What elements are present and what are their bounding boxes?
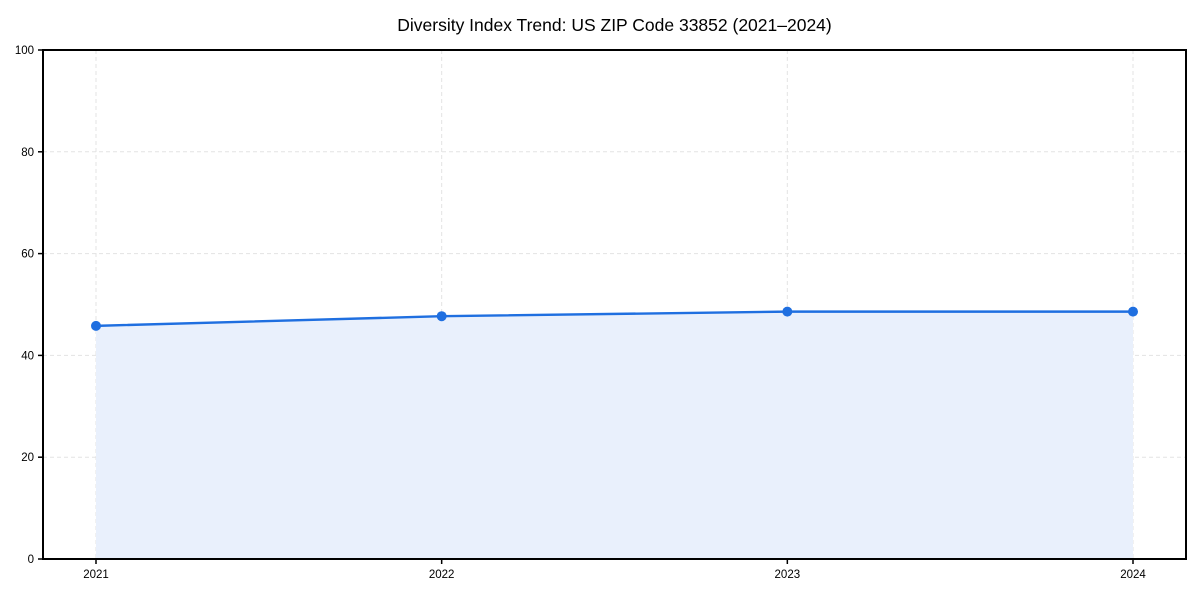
y-tick-label: 100 <box>15 45 34 57</box>
data-point-marker <box>436 311 447 322</box>
axes-group <box>38 49 1187 564</box>
data-point-marker <box>1128 306 1138 317</box>
y-tick-label: 60 <box>21 249 34 261</box>
area-fill <box>96 311 1133 559</box>
x-tick-label: 2024 <box>1120 569 1146 581</box>
tick-labels-group: 2021 2022 2023 2024 0 20 40 60 80 100 <box>15 45 1147 581</box>
x-tick-label: 2021 <box>83 569 109 581</box>
line-group <box>94 310 1135 328</box>
plot-frame <box>42 49 1187 560</box>
y-tick-label: 20 <box>21 452 34 464</box>
y-tick-label: 40 <box>21 350 34 362</box>
data-point-marker <box>91 320 101 331</box>
data-point-marker <box>782 306 793 317</box>
y-tick-label: 80 <box>21 147 34 159</box>
markers-group <box>91 306 1138 331</box>
area-group <box>96 311 1133 559</box>
chart-title: Diversity Index Trend: US ZIP Code 33852… <box>397 15 832 35</box>
trend-line <box>94 310 1135 328</box>
x-tick-label: 2022 <box>429 569 455 581</box>
y-tick-label: 0 <box>28 554 34 566</box>
x-tick-label: 2023 <box>775 569 801 581</box>
